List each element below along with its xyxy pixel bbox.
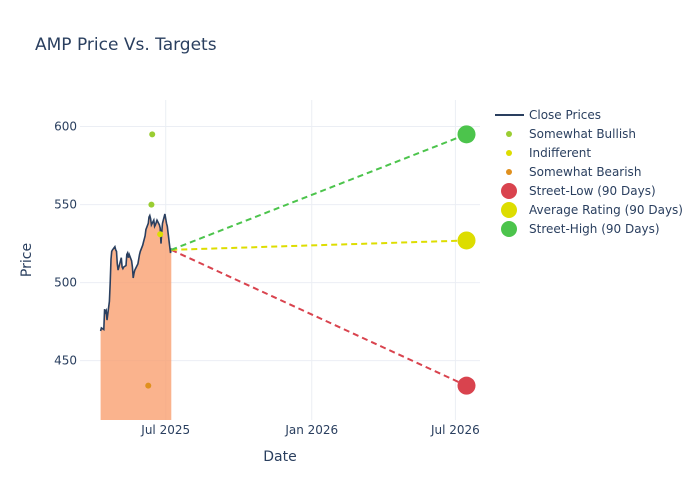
street-low-target-point [457,376,476,395]
x-tick-label: Jan 2026 [284,423,338,437]
indifferent-rating-point [157,231,164,238]
point-layer [145,125,476,395]
area-layer [100,214,172,420]
x-axis-label: Date [263,449,296,465]
legend-marker-swatch [506,169,512,175]
chart-title: AMP Price Vs. Targets [35,35,217,55]
legend: Close Prices Somewhat Bullish Indifferent S… [495,108,683,237]
legend-marker-swatch [506,150,512,156]
legend-label: Indifferent [529,146,591,160]
legend-label: Street-Low (90 Days) [529,184,656,198]
street-low-target-line [170,248,467,387]
legend-item-average[interactable]: Average Rating (90 Days) [501,202,683,218]
tick-layer: 450 500 550 600 Jul 2025 Jan 2026 Jul 2026 [54,120,480,437]
legend-marker-swatch [501,221,517,237]
legend-label: Somewhat Bearish [529,165,641,179]
legend-label: Average Rating (90 Days) [529,203,683,217]
bullish-rating-point [148,201,155,208]
legend-item-street-high[interactable]: Street-High (90 Days) [501,221,660,237]
legend-item-bullish[interactable]: Somewhat Bullish [506,127,636,141]
legend-marker-swatch [501,183,517,199]
street-high-target-point [457,125,476,144]
target-layer [170,133,467,387]
legend-label: Close Prices [529,108,601,122]
y-tick-label: 550 [54,198,77,212]
line-layer [99,213,173,332]
close-price-area [100,214,172,420]
legend-item-close[interactable]: Close Prices [495,108,601,122]
legend-item-bearish[interactable]: Somewhat Bearish [506,165,641,179]
legend-item-street-low[interactable]: Street-Low (90 Days) [501,183,656,199]
legend-label: Somewhat Bullish [529,127,636,141]
street-high-target-line [170,133,467,251]
close-price-line [99,213,173,332]
y-axis-label: Price [19,243,35,277]
legend-marker-swatch [501,202,517,218]
x-tick-label: Jul 2026 [430,423,480,437]
legend-item-indifferent[interactable]: Indifferent [506,146,591,160]
average-target-point [457,231,476,250]
y-tick-label: 450 [54,354,77,368]
bullish-rating-point [149,131,156,138]
x-tick-label: Jul 2025 [140,423,190,437]
legend-marker-swatch [506,131,512,137]
bearish-rating-point [145,382,152,389]
y-tick-label: 500 [54,276,77,290]
legend-label: Street-High (90 Days) [529,222,660,236]
y-tick-label: 600 [54,120,77,134]
